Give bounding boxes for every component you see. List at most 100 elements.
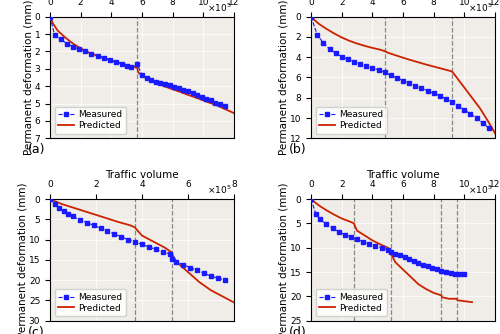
Predicted bbox=[377, 242, 383, 246]
Predicted bbox=[454, 75, 460, 79]
Predicted bbox=[382, 49, 388, 53]
Predicted bbox=[162, 246, 168, 250]
Measured bbox=[180, 263, 186, 267]
Measured bbox=[392, 252, 398, 256]
Predicted bbox=[174, 260, 180, 264]
Predicted bbox=[384, 51, 390, 55]
Predicted bbox=[492, 131, 498, 135]
Predicted bbox=[47, 197, 53, 201]
Measured bbox=[222, 278, 228, 282]
Measured bbox=[113, 60, 119, 64]
Predicted bbox=[454, 297, 460, 301]
Predicted bbox=[430, 64, 436, 68]
Measured bbox=[474, 116, 480, 120]
Predicted bbox=[370, 46, 376, 50]
Measured bbox=[112, 232, 117, 236]
Predicted bbox=[220, 294, 226, 298]
Predicted bbox=[469, 300, 475, 304]
Measured bbox=[342, 232, 348, 236]
Measured bbox=[312, 212, 318, 216]
Measured bbox=[438, 269, 444, 273]
Predicted bbox=[438, 66, 444, 70]
Predicted bbox=[308, 15, 314, 19]
Measured bbox=[70, 44, 76, 48]
Measured bbox=[185, 89, 191, 93]
Measured bbox=[148, 78, 154, 82]
Measured bbox=[418, 86, 424, 90]
Text: $\times10^5$: $\times10^5$ bbox=[468, 2, 492, 14]
Predicted bbox=[150, 239, 156, 243]
Measured bbox=[486, 126, 492, 130]
Predicted bbox=[86, 50, 91, 54]
Predicted bbox=[47, 15, 53, 19]
Predicted bbox=[178, 90, 184, 94]
Predicted bbox=[108, 58, 114, 62]
Measured bbox=[128, 65, 134, 69]
Measured bbox=[378, 246, 384, 250]
Predicted bbox=[310, 198, 316, 202]
Measured bbox=[208, 99, 214, 103]
Predicted bbox=[354, 41, 360, 45]
Predicted bbox=[324, 208, 330, 212]
Measured bbox=[376, 68, 382, 72]
Legend: Measured, Predicted: Measured, Predicted bbox=[54, 289, 126, 316]
Predicted bbox=[392, 53, 398, 57]
Predicted bbox=[62, 35, 68, 39]
X-axis label: Traffic volume: Traffic volume bbox=[105, 170, 179, 180]
Predicted bbox=[423, 62, 429, 66]
Measured bbox=[98, 226, 103, 230]
Measured bbox=[132, 239, 138, 243]
Predicted bbox=[54, 29, 60, 33]
Measured bbox=[52, 33, 58, 37]
Measured bbox=[406, 258, 412, 262]
Measured bbox=[314, 33, 320, 37]
Measured bbox=[360, 240, 366, 244]
Predicted bbox=[70, 205, 76, 209]
Predicted bbox=[408, 275, 414, 279]
Y-axis label: Permanent deformation (mm): Permanent deformation (mm) bbox=[278, 182, 288, 334]
Measured bbox=[58, 37, 64, 41]
Measured bbox=[397, 254, 403, 258]
Measured bbox=[480, 121, 486, 125]
Predicted bbox=[388, 248, 394, 252]
Measured bbox=[125, 237, 131, 241]
Y-axis label: Permanent deformation (mm): Permanent deformation (mm) bbox=[23, 0, 33, 155]
Measured bbox=[208, 274, 214, 278]
Predicted bbox=[423, 287, 429, 291]
Predicted bbox=[346, 39, 352, 43]
Measured bbox=[66, 212, 71, 216]
Predicted bbox=[324, 27, 330, 31]
Measured bbox=[64, 42, 70, 46]
Predicted bbox=[446, 297, 452, 301]
Measured bbox=[171, 85, 177, 89]
Predicted bbox=[476, 106, 482, 110]
Measured bbox=[320, 41, 326, 45]
Measured bbox=[56, 206, 62, 210]
Measured bbox=[462, 108, 468, 112]
Measured bbox=[61, 209, 67, 213]
Predicted bbox=[351, 221, 357, 225]
Predicted bbox=[223, 108, 229, 112]
Measured bbox=[339, 55, 345, 59]
Predicted bbox=[339, 35, 345, 39]
Measured bbox=[366, 242, 372, 246]
Measured bbox=[144, 76, 150, 80]
Predicted bbox=[154, 81, 160, 86]
Predicted bbox=[331, 213, 337, 217]
Measured bbox=[345, 57, 351, 61]
Predicted bbox=[446, 68, 452, 72]
Predicted bbox=[133, 227, 139, 231]
Predicted bbox=[352, 224, 358, 228]
Predicted bbox=[439, 295, 445, 299]
Legend: Measured, Predicted: Measured, Predicted bbox=[316, 107, 387, 134]
Measured bbox=[162, 82, 168, 87]
Predicted bbox=[392, 260, 398, 264]
Predicted bbox=[469, 96, 475, 100]
Measured bbox=[187, 266, 193, 270]
Measured bbox=[194, 269, 200, 273]
Predicted bbox=[430, 291, 436, 295]
Predicted bbox=[93, 53, 99, 57]
Measured bbox=[47, 15, 53, 19]
Predicted bbox=[70, 42, 76, 46]
Measured bbox=[90, 223, 96, 227]
